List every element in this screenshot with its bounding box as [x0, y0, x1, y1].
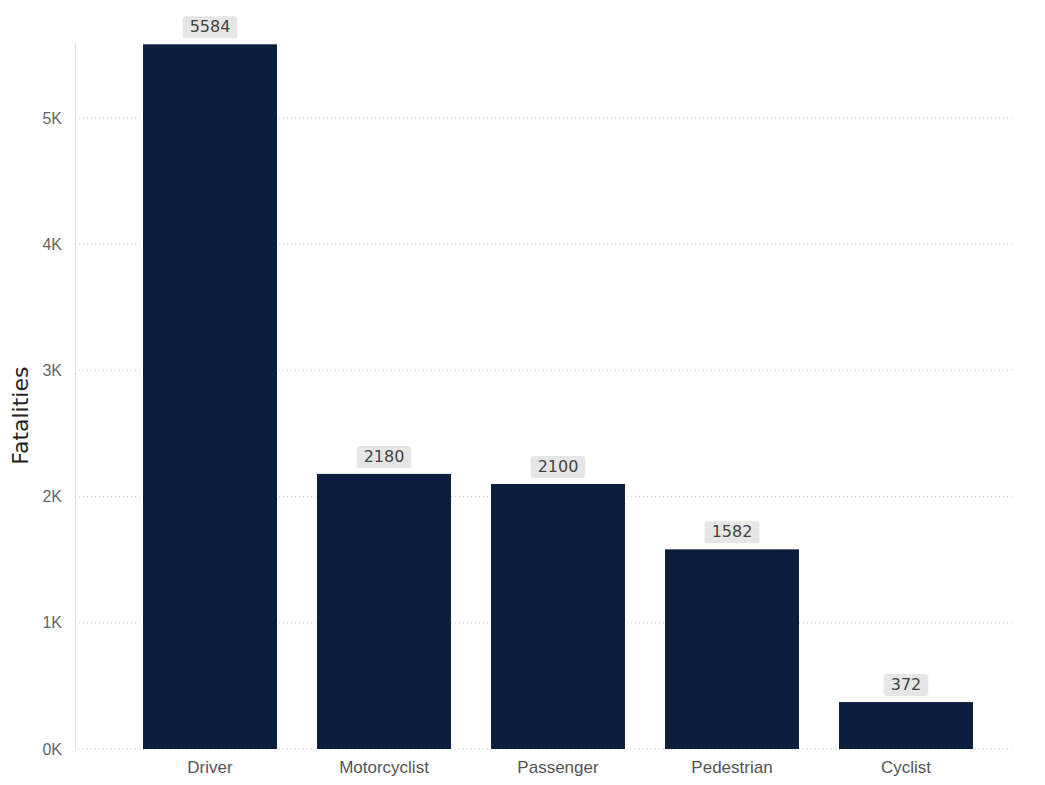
data-label: 5584: [183, 16, 238, 38]
data-label-background: [183, 16, 238, 38]
y-tick-label: 4K: [42, 236, 62, 253]
data-label-background: [884, 674, 929, 696]
x-tick-label: Driver: [187, 758, 233, 777]
bar: [839, 702, 973, 749]
bar: [491, 484, 625, 749]
bar: [317, 474, 451, 749]
data-label: 1582: [705, 521, 760, 543]
data-label-text: 1582: [712, 522, 753, 541]
x-axis: Driver Motorcyclist Passenger Pedestrian Cyc…: [187, 749, 931, 777]
y-tick: 3K: [42, 362, 75, 379]
y-tick-label: 5K: [42, 110, 62, 127]
data-label-text: 2100: [538, 457, 579, 476]
x-tick: Cyclist: [881, 749, 931, 777]
y-axis-title: Fatalities: [8, 367, 33, 465]
data-label-background: [705, 521, 760, 543]
x-tick: Motorcyclist: [339, 749, 429, 777]
data-labels: 5584 2180 2100 1582 372: [183, 16, 929, 696]
y-tick-label: 1K: [42, 614, 62, 631]
x-tick-label: Pedestrian: [691, 758, 772, 777]
y-tick: 4K: [42, 236, 75, 253]
data-label-background: [357, 446, 412, 468]
x-tick-label: Motorcyclist: [339, 758, 429, 777]
y-tick-label: 0K: [42, 741, 62, 758]
data-label: 372: [884, 674, 929, 696]
x-tick: Driver: [187, 749, 233, 777]
y-axis-line: [75, 43, 76, 750]
y-tick: 2K: [42, 488, 75, 505]
y-tick: 5K: [42, 110, 75, 127]
data-label: 2100: [531, 456, 586, 478]
data-label-text: 372: [891, 675, 922, 694]
y-tick: 0K: [42, 741, 75, 758]
data-label-background: [531, 456, 586, 478]
chart: 0K 1K 2K 3K 4K 5K Fatalities Driver Motorcyclist…: [0, 0, 1045, 785]
x-tick: Pedestrian: [691, 749, 772, 777]
data-label: 2180: [357, 446, 412, 468]
data-label-text: 5584: [190, 17, 231, 36]
x-tick-label: Passenger: [517, 758, 599, 777]
bars: [143, 44, 973, 749]
y-axis: 0K 1K 2K 3K 4K 5K: [42, 43, 75, 758]
data-label-text: 2180: [364, 447, 405, 466]
bar: [143, 44, 277, 749]
bar: [665, 549, 799, 749]
y-tick-label: 2K: [42, 488, 62, 505]
x-tick: Passenger: [517, 749, 599, 777]
y-tick-label: 3K: [42, 362, 62, 379]
x-tick-label: Cyclist: [881, 758, 931, 777]
y-tick: 1K: [42, 614, 75, 631]
